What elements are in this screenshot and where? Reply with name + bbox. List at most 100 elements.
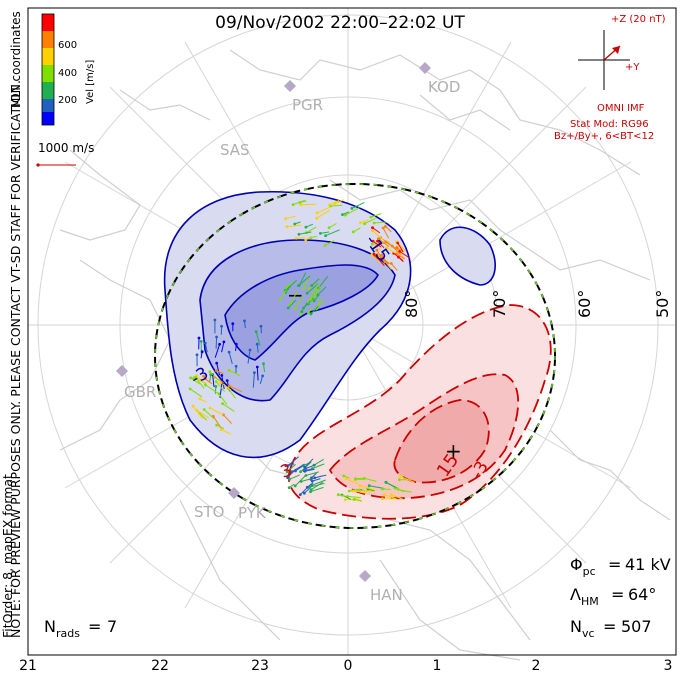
- velocity-vector: [212, 374, 215, 387]
- lambda-hm-equals: =: [611, 585, 624, 604]
- velocity-vector: [370, 213, 382, 218]
- velocity-vector: [372, 230, 385, 242]
- imf-clock: +Z (20 nT) +Y OMNI IMF Stat Mod: RG96 Bz…: [554, 14, 666, 142]
- velocity-vector: [221, 429, 232, 435]
- velocity-vector: [287, 299, 297, 309]
- velocity-vector-origin: [220, 428, 223, 431]
- velocity-vector: [255, 331, 261, 346]
- velocity-vector-origin: [299, 203, 303, 207]
- velocity-vector: [286, 224, 302, 228]
- velocity-vector: [287, 468, 297, 478]
- mlt-axis: 21 22 23 0 1 2 3: [19, 658, 672, 674]
- imf-vector-head: [612, 46, 620, 54]
- dawn-cell: + 15: [287, 304, 552, 520]
- velocity-vector: [310, 305, 319, 315]
- dusk-cell-small: [439, 226, 496, 286]
- velocity-vector: [215, 336, 218, 349]
- velocity-vector-origin: [288, 477, 291, 481]
- velocity-vector: [393, 252, 404, 261]
- velocity-vector-origin: [208, 406, 212, 410]
- velocity-vector: [300, 478, 312, 482]
- lambda-hm-symbol: ΛHM: [570, 585, 599, 608]
- velocity-vector-origin: [309, 297, 312, 301]
- velocity-vector: [192, 405, 204, 419]
- velocity-vector-origin: [389, 262, 393, 265]
- velocity-vector-origin: [220, 374, 224, 377]
- station-icon: [284, 80, 296, 92]
- velocity-vector-origin: [310, 479, 314, 483]
- vector-scale-origin: [36, 163, 40, 167]
- velocity-vector-origin: [286, 306, 290, 310]
- n-rads-value: 7: [107, 617, 117, 636]
- colorbar-tick-400: 400: [58, 68, 77, 79]
- velocity-vector: [252, 372, 255, 388]
- phi-pc-value: 41 kV: [625, 555, 671, 574]
- velocity-vector-origin: [370, 242, 374, 246]
- velocity-vector-origin: [199, 340, 203, 343]
- velocity-vector-origin: [227, 350, 231, 354]
- velocity-vector-origin: [231, 322, 235, 326]
- velocity-vector-origin: [304, 474, 308, 477]
- velocity-vector: [329, 199, 340, 206]
- velocity-vector: [382, 227, 390, 239]
- velocity-vector: [298, 272, 307, 286]
- velocity-vector-origin: [293, 222, 297, 226]
- velocity-vector-origin: [375, 253, 379, 256]
- velocity-vector-origin: [363, 222, 366, 226]
- velocity-vector-origin: [380, 253, 384, 257]
- velocity-vector-origin: [305, 291, 309, 295]
- velocity-vector: [256, 366, 259, 381]
- station-label-pyk: PYK: [238, 504, 267, 522]
- velocity-vector: [289, 474, 300, 480]
- velocity-vector-origin: [297, 283, 301, 287]
- velocity-vector: [209, 371, 220, 381]
- velocity-vector-origin: [309, 312, 313, 316]
- velocity-vector-origin: [376, 239, 379, 243]
- velocity-vectors: [188, 199, 415, 503]
- velocity-vector: [310, 486, 324, 493]
- velocity-vector-origin: [286, 476, 289, 479]
- velocity-vector-origin: [293, 484, 297, 488]
- velocity-vector-origin: [294, 236, 298, 240]
- imf-bz-label: +Z (20 nT): [611, 14, 666, 25]
- velocity-vector: [311, 479, 326, 486]
- velocity-vector: [196, 378, 205, 384]
- velocity-vector: [347, 496, 361, 498]
- velocity-vector: [300, 203, 317, 206]
- velocity-vector-origin: [305, 485, 309, 489]
- velocity-vector: [296, 237, 305, 239]
- velocity-vector-origin: [225, 379, 229, 382]
- velocity-vector: [312, 463, 325, 469]
- velocity-vector: [196, 375, 204, 383]
- velocity-vector-origin: [194, 375, 197, 379]
- heppner-maynard-boundary: [154, 183, 556, 529]
- station-icon: [359, 570, 371, 582]
- velocity-vector-origin: [214, 380, 218, 383]
- n-vc-equals: =: [603, 617, 616, 636]
- velocity-vector-origin: [371, 239, 375, 243]
- velocity-vector: [373, 253, 385, 267]
- n-rads-symbol: Nrads: [44, 617, 80, 640]
- n-rads-equals: =: [88, 617, 101, 636]
- velocity-vector-origin: [254, 330, 258, 334]
- lat-label-60: 60°: [575, 290, 594, 318]
- velocity-vector: [377, 240, 385, 249]
- velocity-vector-origin: [191, 404, 195, 408]
- velocity-vector-origin: [227, 368, 231, 372]
- velocity-vector: [279, 289, 288, 300]
- velocity-vector: [312, 286, 321, 301]
- velocity-vector: [391, 245, 401, 256]
- velocity-vector-origin: [381, 497, 384, 501]
- velocity-vector-origin: [219, 381, 222, 384]
- velocity-vector-origin: [300, 310, 304, 313]
- velocity-vector-origin: [198, 397, 202, 401]
- mlt-tick-0: 0: [344, 658, 353, 674]
- colorbar-tick-600: 600: [58, 40, 77, 51]
- imf-model: Stat Mod: RG96: [570, 119, 649, 130]
- potential-max-marker: +: [445, 439, 462, 463]
- velocity-vector-origin: [358, 484, 362, 487]
- velocity-vector-origin: [218, 342, 222, 346]
- velocity-vector-origin: [208, 370, 212, 374]
- station-label-han: HAN: [370, 586, 403, 604]
